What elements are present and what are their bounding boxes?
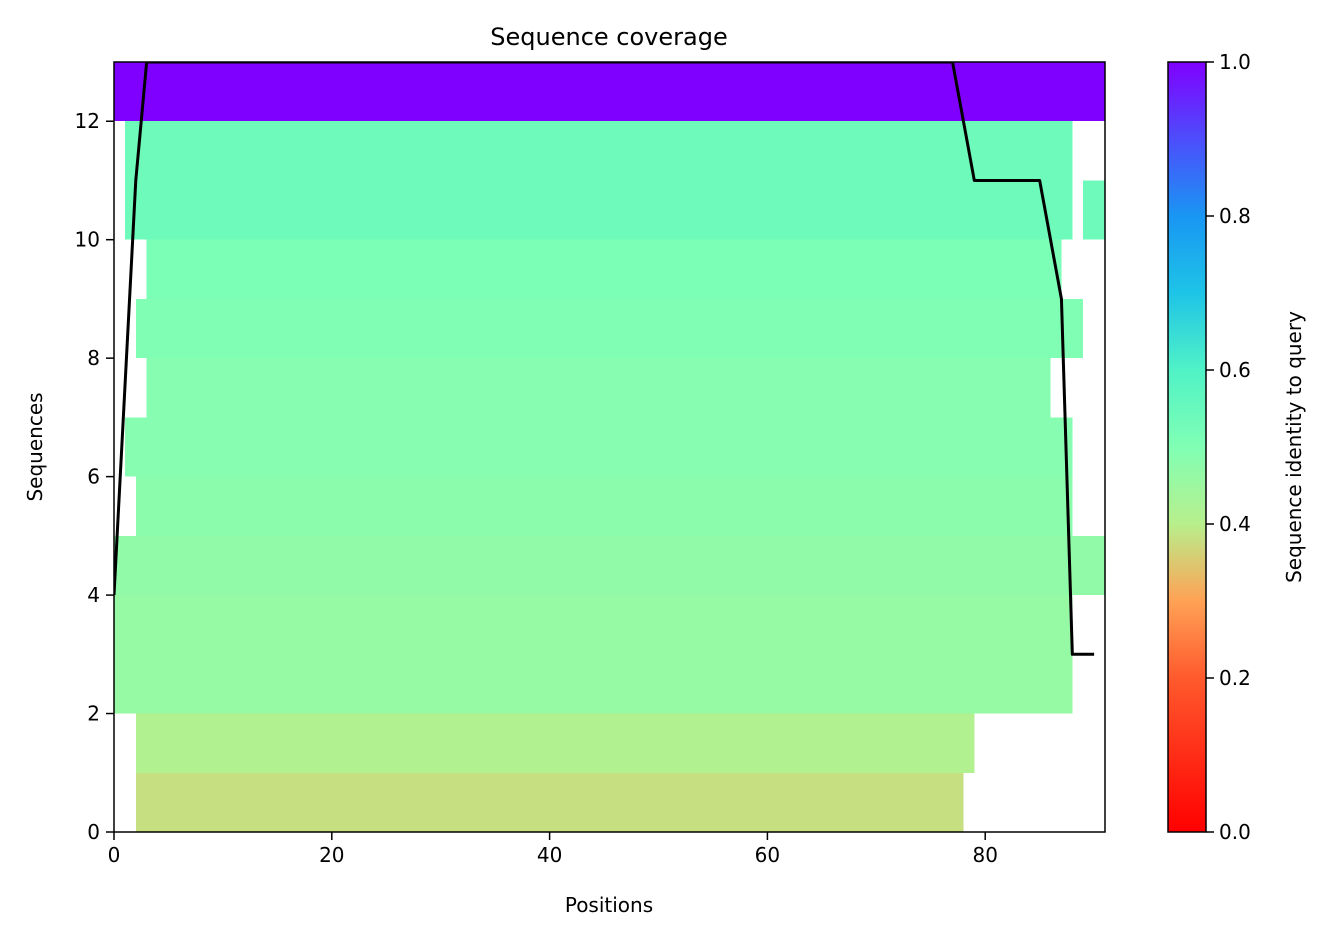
colorbar-title: Sequence identity to query (1282, 311, 1306, 583)
coverage-row-10-segment-1 (1083, 180, 1105, 240)
y-tick-label: 10 (75, 228, 100, 252)
coverage-row-4 (114, 535, 1105, 596)
x-tick-label: 80 (972, 843, 997, 867)
colorbar-tick-label: 0.0 (1219, 820, 1251, 844)
coverage-line-layer (114, 62, 1095, 656)
x-axis-title: Positions (565, 893, 653, 917)
y-axis: 0 2 4 6 8 10 12 (75, 109, 114, 844)
coverage-row-1 (135, 713, 975, 773)
y-tick-label: 6 (87, 465, 100, 489)
coverage-row-7 (146, 358, 1051, 418)
y-tick-label: 0 (87, 820, 100, 844)
y-tick-label: 12 (75, 109, 100, 133)
x-tick-label: 40 (537, 843, 562, 867)
colorbar-axis: 0.0 0.2 0.4 0.6 0.8 1.0 (1206, 50, 1251, 844)
y-tick-label: 8 (87, 346, 100, 370)
coverage-row-2 (114, 654, 1073, 714)
chart-title: Sequence coverage (490, 23, 727, 51)
coverage-row-3 (114, 595, 1073, 655)
colorbar-tick-label: 0.2 (1219, 666, 1251, 690)
coverage-row-0 (135, 772, 964, 832)
plot-frame (113, 61, 1106, 833)
x-tick-label: 20 (319, 843, 344, 867)
colorbar-tick-label: 0.6 (1219, 358, 1251, 382)
coverage-row-5 (135, 476, 1073, 536)
colorbar-tick-label: 0.4 (1219, 512, 1251, 536)
coverage-row-12 (114, 62, 1105, 122)
coverage-row-10-segment-0 (124, 180, 1073, 240)
coverage-row-9 (146, 239, 1062, 299)
colorbar (1167, 61, 1207, 833)
coverage-line (114, 62, 1095, 656)
coverage-row-6 (124, 417, 1073, 477)
colorbar-tick-label: 1.0 (1219, 50, 1251, 74)
x-tick-label: 0 (108, 843, 121, 867)
y-axis-title: Sequences (23, 392, 47, 501)
x-tick-label: 60 (755, 843, 780, 867)
y-tick-label: 4 (87, 583, 100, 607)
coverage-heatmap (114, 62, 1105, 832)
y-tick-label: 2 (87, 702, 100, 726)
coverage-row-8 (135, 298, 1084, 359)
x-axis: 0 20 40 60 80 (108, 832, 998, 867)
coverage-row-11 (124, 121, 1073, 181)
colorbar-tick-label: 0.8 (1219, 204, 1251, 228)
